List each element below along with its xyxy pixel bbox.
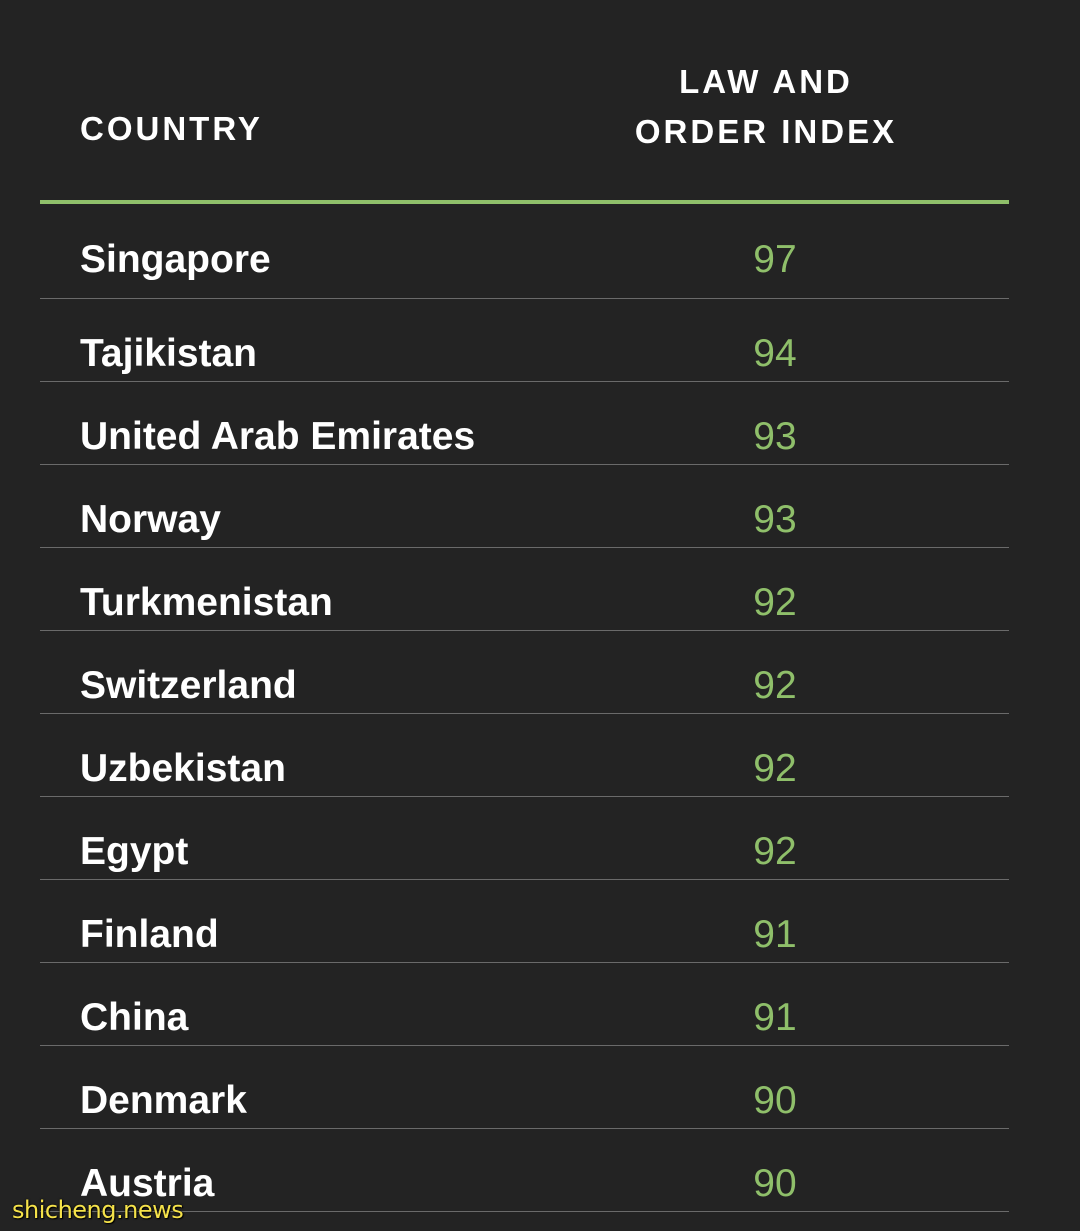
- score-cell: 94: [753, 332, 797, 375]
- country-cell: Norway: [80, 498, 221, 541]
- table-row: Denmark 90: [40, 1046, 1009, 1129]
- table-row: Norway 93: [40, 465, 1009, 548]
- score-cell: 97: [753, 238, 797, 281]
- index-column-header: LAW AND ORDER INDEX: [586, 57, 946, 157]
- table-row: Finland 91: [40, 880, 1009, 963]
- score-cell: 92: [753, 664, 797, 707]
- country-cell: Egypt: [80, 830, 189, 873]
- table-row: Egypt 92: [40, 797, 1009, 880]
- score-cell: 92: [753, 581, 797, 624]
- country-cell: Tajikistan: [80, 332, 258, 375]
- score-cell: 91: [753, 996, 797, 1039]
- table-row: Turkmenistan 92: [40, 548, 1009, 631]
- score-cell: 93: [753, 415, 797, 458]
- country-cell: China: [80, 996, 189, 1039]
- country-cell: Austria: [80, 1162, 215, 1205]
- table-row: Uzbekistan 92: [40, 714, 1009, 797]
- country-cell: Turkmenistan: [80, 581, 333, 624]
- score-cell: 91: [753, 913, 797, 956]
- country-cell: Switzerland: [80, 664, 297, 707]
- watermark: shicheng.news: [12, 1196, 184, 1224]
- header-divider: [40, 200, 1009, 204]
- table-row: China 91: [40, 963, 1009, 1046]
- country-cell: Finland: [80, 913, 219, 956]
- score-cell: 90: [753, 1079, 797, 1122]
- score-cell: 92: [753, 747, 797, 790]
- country-cell: Denmark: [80, 1079, 247, 1122]
- country-column-header: COUNTRY: [80, 110, 263, 147]
- score-cell: 90: [753, 1162, 797, 1205]
- table-header: COUNTRY LAW AND ORDER INDEX: [40, 0, 1009, 200]
- country-cell: Singapore: [80, 238, 271, 281]
- table-row: Austria 90: [40, 1129, 1009, 1212]
- country-cell: Uzbekistan: [80, 747, 286, 790]
- index-header-line-2: ORDER INDEX: [634, 113, 898, 150]
- score-cell: 92: [753, 830, 797, 873]
- table-row: Switzerland 92: [40, 631, 1009, 714]
- table-row: United Arab Emirates 93: [40, 382, 1009, 465]
- index-header-line-1: LAW AND: [679, 63, 853, 100]
- table-row: Singapore 97: [40, 204, 1009, 299]
- law-and-order-table: COUNTRY LAW AND ORDER INDEX Singapore 97…: [40, 0, 1009, 1212]
- score-cell: 93: [753, 498, 797, 541]
- table-row: Tajikistan 94: [40, 299, 1009, 382]
- country-cell: United Arab Emirates: [80, 415, 476, 458]
